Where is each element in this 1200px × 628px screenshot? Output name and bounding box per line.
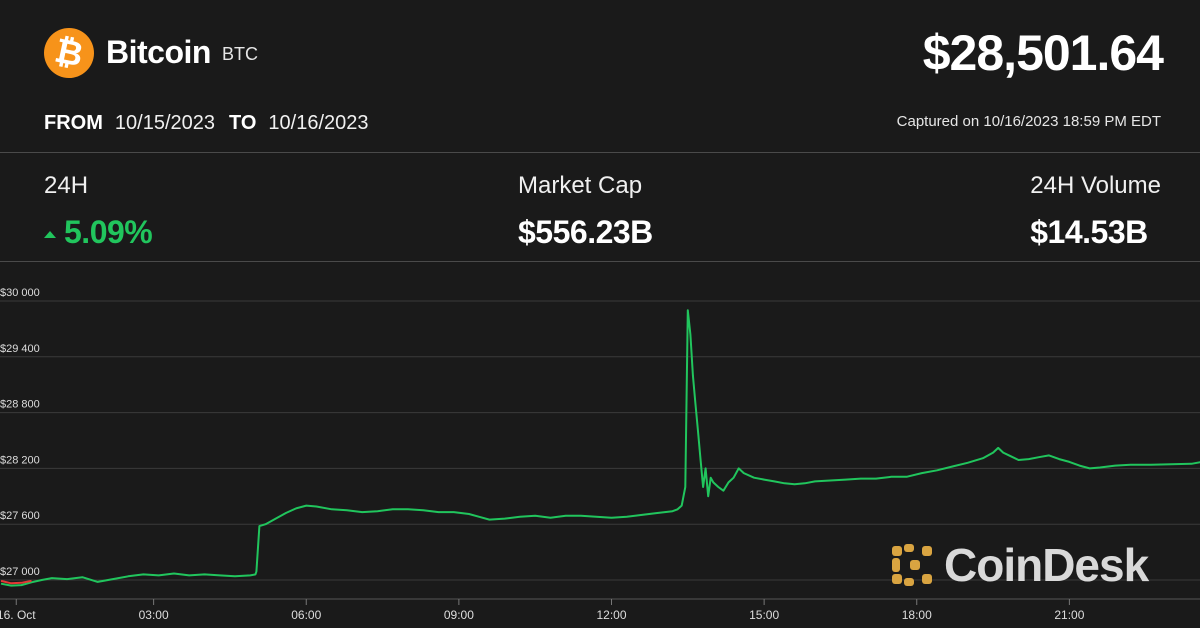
change-label: 24H (44, 172, 89, 199)
from-label: FROM (44, 112, 103, 134)
captured-timestamp: Captured on 10/16/2023 18:59 PM EDT (896, 113, 1161, 130)
volume-value: $14.53B (1030, 214, 1148, 250)
y-tick-label: $30 000 (0, 287, 40, 299)
y-tick-label: $29 400 (0, 343, 40, 355)
up-arrow-icon (44, 231, 56, 238)
coindesk-watermark: CoinDesk (890, 538, 1149, 592)
header-divider (0, 152, 1200, 153)
x-tick-label: 03:00 (139, 608, 169, 622)
y-tick-label: $28 200 (0, 454, 40, 466)
price-series-line (0, 309, 1200, 587)
x-tick-label: 06:00 (291, 608, 321, 622)
price-series-down-segment (0, 579, 32, 585)
current-price: $28,501.64 (922, 25, 1164, 81)
coin-name: Bitcoin (106, 34, 211, 70)
price-chart: $27 000 $27 600 $28 200 $28 800 $29 400 $30 0… (0, 287, 1200, 622)
watermark-text: CoinDesk (944, 539, 1149, 591)
market-cap-value: $556.23B (518, 214, 653, 250)
coin-symbol: BTC (222, 44, 258, 64)
x-tick-label: 09:00 (444, 608, 474, 622)
market-cap-label: Market Cap (518, 172, 643, 199)
change-value-row: 5.09% (44, 214, 153, 251)
y-tick-label: $27 600 (0, 510, 40, 522)
y-tick-label: $28 800 (0, 399, 40, 411)
stat-volume: 24H Volume $14.53B (1030, 172, 1161, 251)
bitcoin-glyph: ₿ (51, 31, 87, 74)
header: ₿ Bitcoin BTC $28,501.64 FROM 10/15/2023 T… (0, 0, 1200, 152)
bitcoin-logo-icon: ₿ (39, 23, 99, 83)
stats-divider (0, 261, 1200, 262)
stat-market-cap: Market Cap $556.23B (518, 172, 653, 251)
coindesk-logo-icon (892, 544, 932, 586)
stat-24h-change: 24H 5.09% (44, 172, 153, 251)
x-tick-label: 12:00 (596, 608, 626, 622)
y-tick-label: $27 000 (0, 566, 40, 578)
volume-label: 24H Volume (1030, 172, 1161, 199)
to-date: 10/16/2023 (268, 112, 369, 134)
x-tick-label: 16. Oct (0, 608, 36, 622)
from-date: 10/15/2023 (114, 112, 215, 134)
x-tick-label: 18:00 (902, 608, 932, 622)
date-range: FROM 10/15/2023 TO 10/16/2023 (44, 112, 383, 135)
x-tick-label: 15:00 (749, 608, 779, 622)
to-label: TO (229, 112, 257, 134)
x-tick-label: 21:00 (1054, 608, 1084, 622)
change-value: 5.09% (64, 214, 153, 250)
